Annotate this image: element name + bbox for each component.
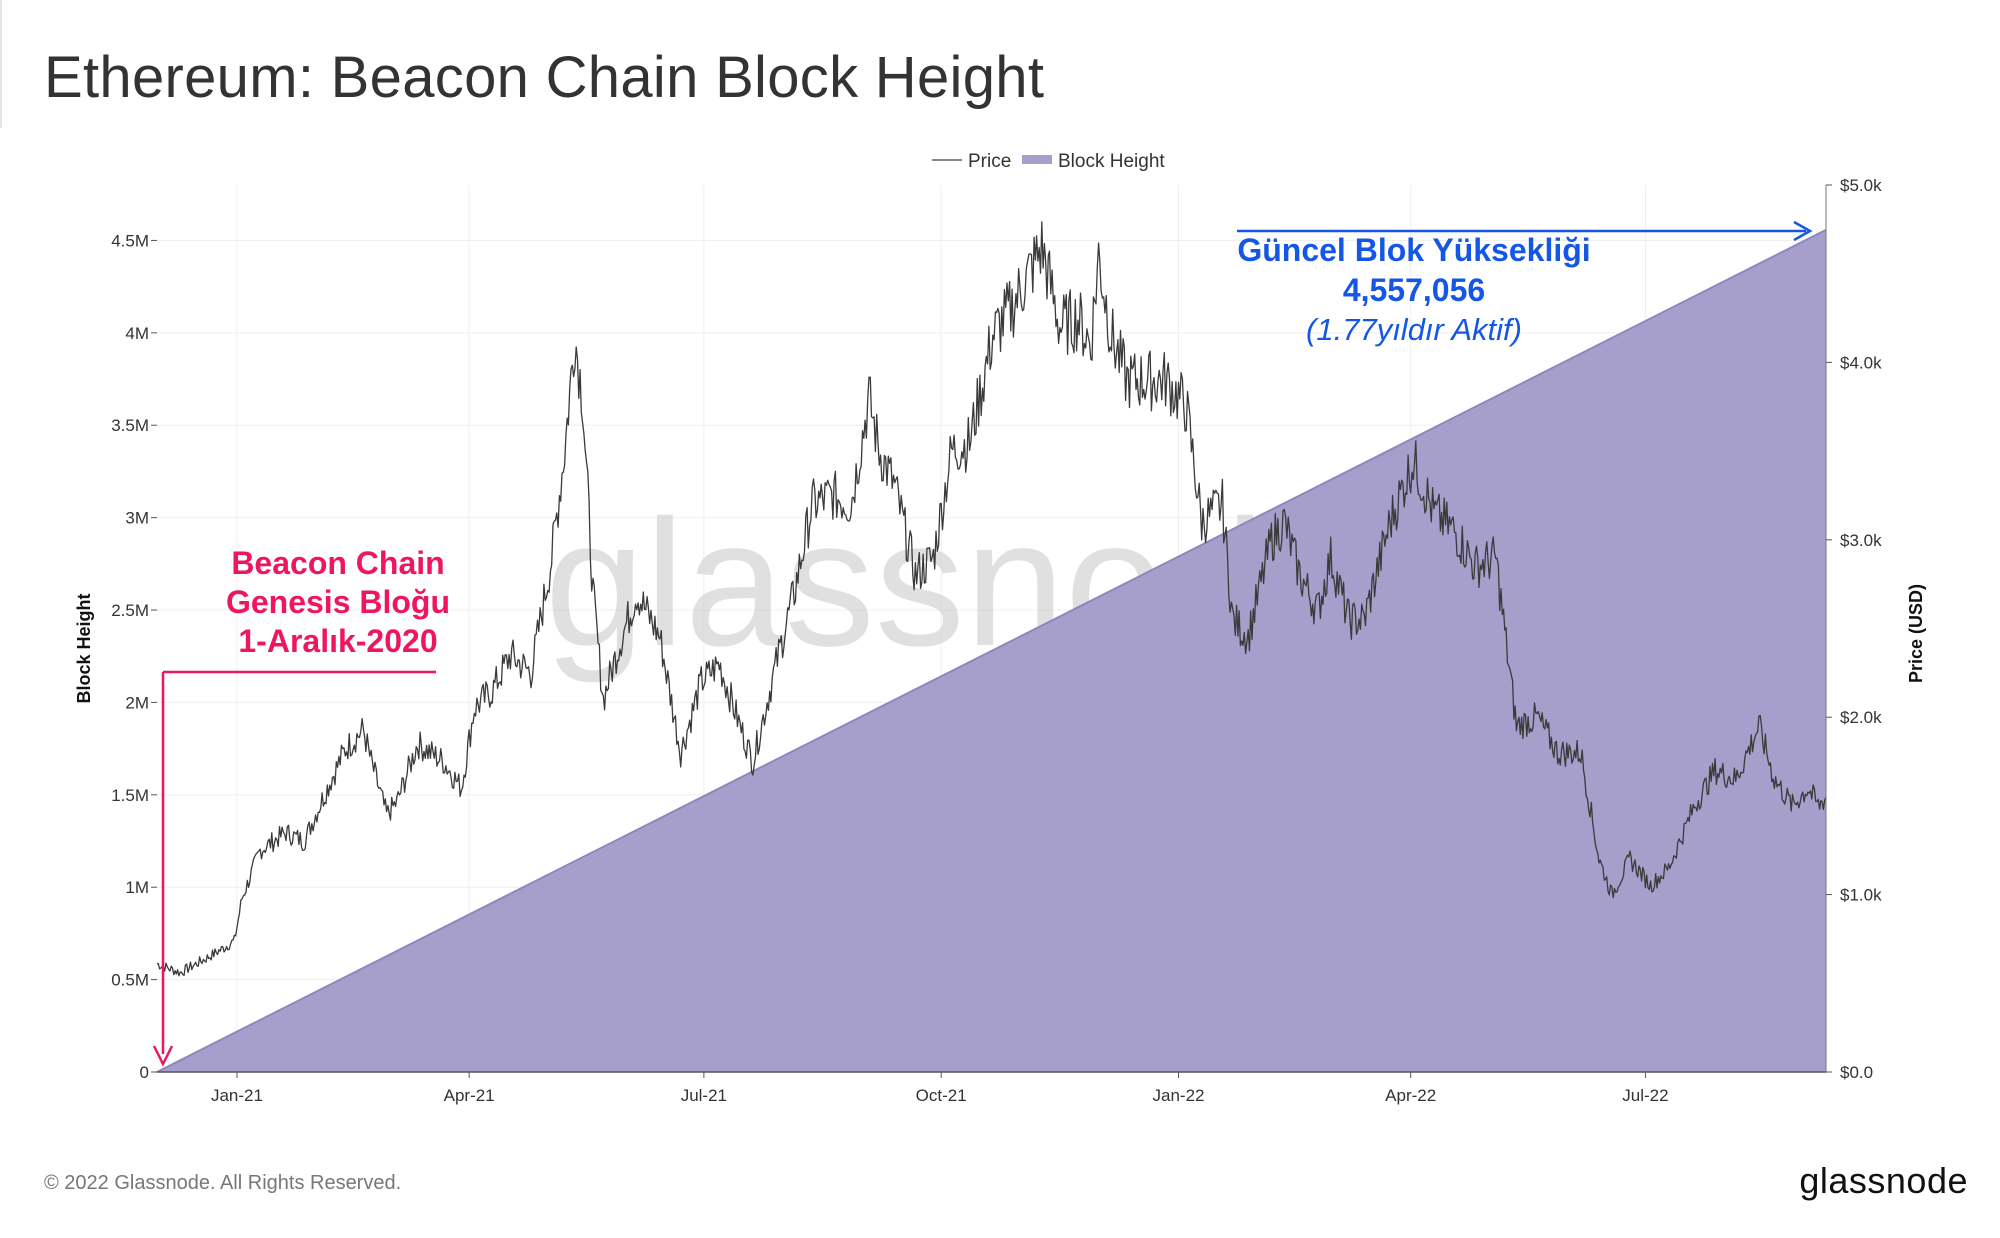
glassnode-logo[interactable]: glassnode (1799, 1160, 1968, 1201)
chart-legend: Price Block Height (932, 151, 1165, 172)
y-right-axis-title: Price (USD) (1906, 584, 1926, 683)
footer-copyright: © 2022 Glassnode. All Rights Reserved. (44, 1172, 402, 1194)
x-tick-label: Jul-21 (681, 1086, 727, 1105)
price-line-layer (156, 221, 1827, 977)
x-tick-label: Jan-21 (211, 1086, 263, 1105)
chart-axes: 0 0.5M 1M 1.5M 2M 2.5M 3M 3.5M 4M 4.5M $0.0 $1.0k $2… (74, 176, 1926, 1105)
current-arrow-head (1793, 220, 1813, 242)
x-tick-label: Oct-21 (916, 1086, 967, 1105)
y-left-tick-label: 4.5M (111, 231, 149, 250)
current-annotation-line2: 4,557,056 (1343, 272, 1485, 308)
y-left-tick-label: 3.5M (111, 416, 149, 435)
y-left-axis-title: Block Height (74, 593, 94, 703)
legend-block-height-label: Block Height (1058, 151, 1165, 172)
y-left-tick-label: 1M (125, 878, 149, 897)
y-left-tick-label: 0 (140, 1063, 149, 1082)
legend-block-height-swatch (1022, 155, 1052, 164)
genesis-annotation-line2: Genesis Bloğu (226, 584, 450, 620)
current-annotation-line3: (1.77yıldır Aktif) (1306, 312, 1522, 347)
genesis-arrow-head (152, 1045, 174, 1067)
y-left-tick-label: 1.5M (111, 786, 149, 805)
price-line (156, 221, 1827, 977)
y-right-tick-label: $0.0 (1840, 1063, 1873, 1082)
legend-price-label: Price (968, 151, 1011, 172)
y-left-tick-label: 2M (125, 693, 149, 712)
y-left-tick-label: 0.5M (111, 971, 149, 990)
x-tick-label: Jul-22 (1622, 1086, 1668, 1105)
y-left-tick-label: 2.5M (111, 601, 149, 620)
current-annotation-line1: Güncel Blok Yüksekliği (1237, 232, 1590, 268)
x-tick-label: Jan-22 (1153, 1086, 1205, 1105)
y-left-tick-label: 3M (125, 509, 149, 528)
genesis-annotation-line3: 1-Aralık-2020 (238, 623, 437, 659)
y-right-tick-label: $3.0k (1840, 531, 1882, 550)
y-right-tick-label: $4.0k (1840, 353, 1882, 372)
y-right-tick-label: $2.0k (1840, 708, 1882, 727)
y-left-tick-label: 4M (125, 324, 149, 343)
block-height-line (156, 229, 1827, 1073)
x-tick-label: Apr-21 (444, 1086, 495, 1105)
block-height-area-layer (156, 229, 1827, 1073)
genesis-annotation-line1: Beacon Chain (231, 545, 444, 581)
left-edge-rule (0, 0, 2, 128)
y-right-tick-label: $1.0k (1840, 886, 1882, 905)
page-title: Ethereum: Beacon Chain Block Height (44, 45, 1045, 110)
y-right-tick-label: $5.0k (1840, 176, 1882, 195)
x-tick-label: Apr-22 (1385, 1086, 1436, 1105)
